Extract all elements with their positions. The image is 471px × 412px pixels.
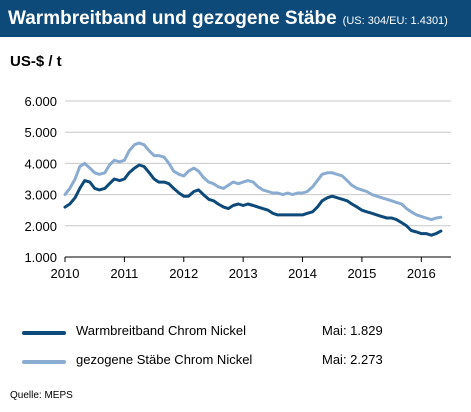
x-tick-label: 2012 (169, 266, 198, 281)
legend-label: gezogene Stäbe Chrom Nickel (76, 352, 253, 367)
x-axis-ticks: 2010 2011 2012 2013 2014 2015 2016 (51, 256, 451, 281)
y-tick-label: 6.000 (24, 94, 57, 109)
legend-swatch (22, 360, 66, 364)
chart-header: Warmbreitband und gezogene Stäbe (US: 304… (0, 0, 471, 37)
x-tick-label: 2014 (288, 266, 317, 281)
y-tick-label: 5.000 (24, 125, 57, 140)
source-note: Quelle: MEPS (10, 390, 73, 401)
series-line-gezogene-staebe (63, 141, 443, 222)
y-axis-ticks: 6.000 5.000 4.000 3.000 2.000 1.000 (24, 94, 57, 265)
chart-subtitle: (US: 304/EU: 1.4301) (342, 15, 448, 27)
x-tick-label: 2016 (407, 266, 436, 281)
y-tick-label: 3.000 (24, 188, 57, 203)
x-tick-label: 2013 (229, 266, 258, 281)
legend-value: Mai: 1.829 (322, 323, 383, 338)
y-axis-unit-label: US-$ / t (10, 53, 62, 70)
legend-value: Mai: 2.273 (322, 352, 383, 367)
legend-swatch (22, 331, 66, 335)
series-line-warmbreitband (63, 163, 443, 237)
legend-label: Warmbreitband Chrom Nickel (76, 323, 247, 338)
y-tick-label: 4.000 (24, 156, 57, 171)
chart-title: Warmbreitband und gezogene Stäbe (8, 8, 337, 29)
x-tick-label: 2011 (110, 266, 138, 281)
y-tick-label: 2.000 (24, 219, 57, 234)
y-tick-label: 1.000 (24, 250, 57, 265)
x-tick-label: 2010 (51, 266, 80, 281)
chart-series (63, 141, 443, 237)
x-tick-label: 2015 (347, 266, 376, 281)
